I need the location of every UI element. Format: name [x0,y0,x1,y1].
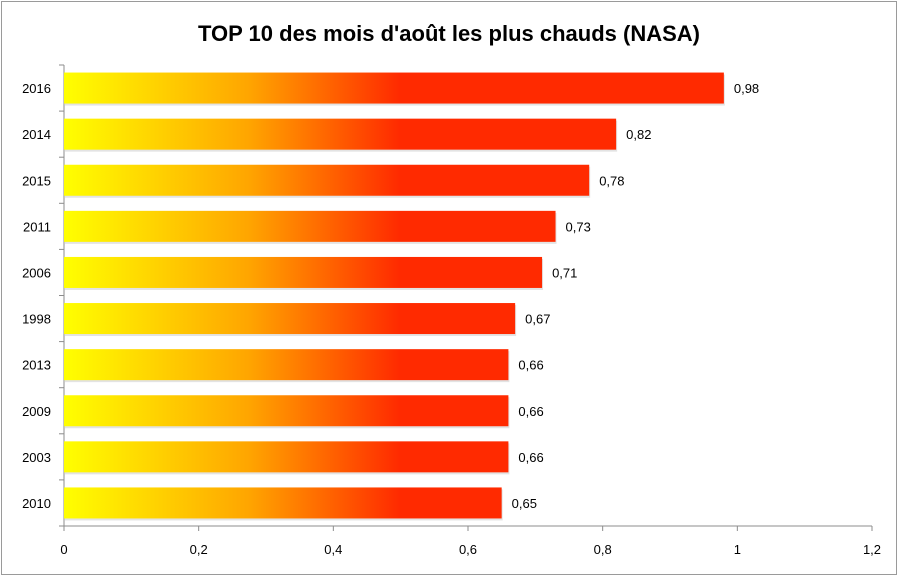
x-tick-label: 0,4 [324,542,342,557]
bar [64,487,502,519]
bar [64,441,509,473]
data-label: 0,78 [599,173,624,188]
bar [64,118,617,150]
bar [64,210,556,242]
data-label: 0,66 [518,404,543,419]
bar [64,303,516,335]
x-tick-label: 0 [60,542,67,557]
y-tick-label: 2009 [22,404,51,419]
data-label: 0,67 [525,312,550,327]
data-label: 0,66 [518,450,543,465]
bar [64,72,724,104]
x-tick-label: 1 [734,542,741,557]
chart-title: TOP 10 des mois d'août les plus chauds (… [198,21,700,46]
x-tick-label: 0,6 [459,542,477,557]
y-tick-label: 2015 [22,173,51,188]
y-tick-label: 2013 [22,358,51,373]
x-tick-label: 1,2 [863,542,881,557]
y-tick-label: 2010 [22,496,51,511]
bar [64,256,543,288]
y-tick-label: 2003 [22,450,51,465]
y-tick-label: 2006 [22,265,51,280]
y-tick-label: 2014 [22,127,51,142]
bar [64,395,509,427]
y-tick-label: 2011 [23,219,51,234]
data-label: 0,65 [512,496,537,511]
data-label: 0,73 [566,219,591,234]
x-tick-label: 0,8 [594,542,612,557]
y-tick-label: 1998 [22,312,51,327]
bar [64,349,509,381]
y-tick-label: 2016 [22,81,51,96]
data-label: 0,71 [552,265,577,280]
data-label: 0,98 [734,81,759,96]
x-tick-label: 0,2 [190,542,208,557]
data-label: 0,66 [518,358,543,373]
bar [64,164,590,196]
data-label: 0,82 [626,127,651,142]
